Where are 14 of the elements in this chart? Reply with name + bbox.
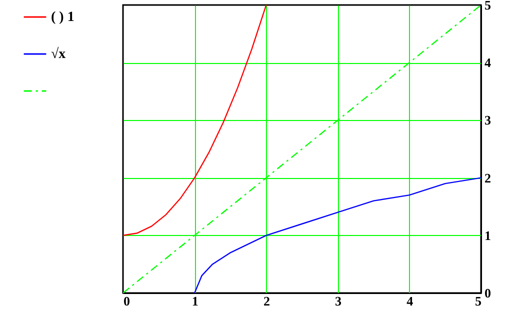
y-tick-label: 3 [484,112,492,128]
x-tick-label: 4 [406,294,414,308]
x-tick-label: 1 [192,294,198,308]
legend-label: ( ) 1 [51,10,74,25]
y-tick-label: 5 [484,0,492,12]
y-tick-label: 1 [484,228,491,243]
x-tick-label: 3 [335,294,342,308]
line-series [194,177,481,293]
y-tick-label: 2 [484,170,491,186]
x-tick-label: 0 [124,294,130,308]
line-series [123,5,267,236]
x-tick-label: 2 [263,294,270,308]
legend-label: √x [51,46,66,62]
y-tick-label: 4 [484,55,492,70]
